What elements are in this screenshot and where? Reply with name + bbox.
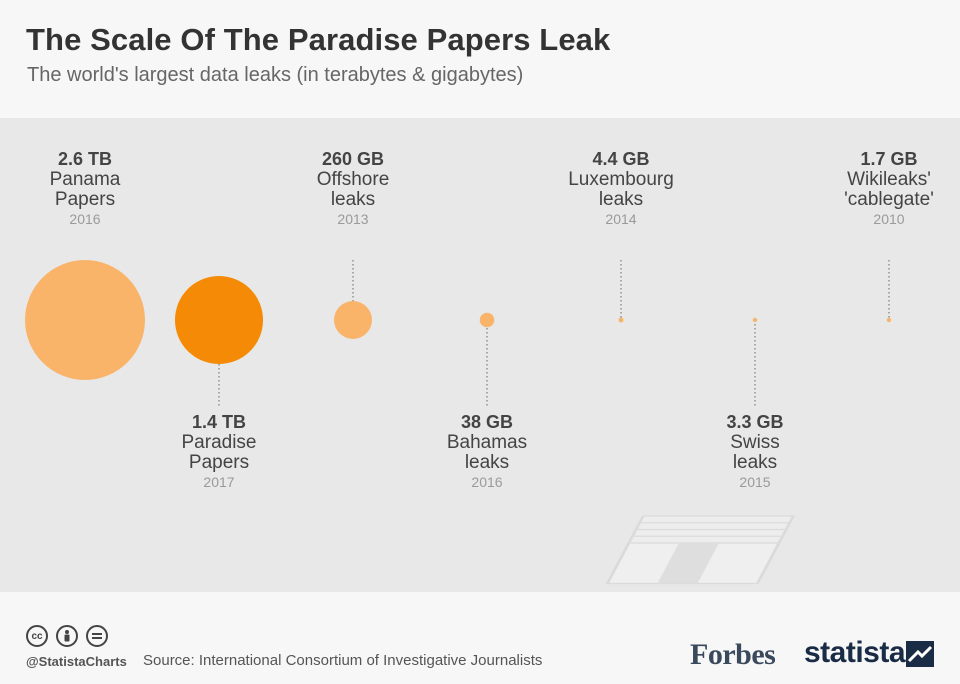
bubble-1[interactable] <box>174 275 264 365</box>
leak-name-label: Papers <box>189 452 249 473</box>
value-label: 3.3 GB <box>726 412 783 432</box>
header: The Scale Of The Paradise Papers Leak Th… <box>0 0 960 118</box>
bubble-2[interactable] <box>334 301 372 339</box>
leak-name-label: 'cablegate' <box>844 189 934 210</box>
no-derivatives-icon[interactable] <box>86 625 108 647</box>
money-stack-illustration: $ $ <box>605 515 796 585</box>
leak-name-label: Papers <box>55 189 115 210</box>
attribution-icon[interactable] <box>56 625 78 647</box>
year-label: 2017 <box>203 474 234 490</box>
leak-name-label: leaks <box>465 452 509 473</box>
leak-name-label: Paradise <box>182 432 257 453</box>
value-label: 4.4 GB <box>592 149 649 169</box>
value-label: 1.7 GB <box>860 149 917 169</box>
leak-name-label: leaks <box>331 189 375 210</box>
year-label: 2016 <box>69 211 100 227</box>
leak-name-label: Offshore <box>317 169 390 190</box>
bubble-4[interactable] <box>618 317 624 323</box>
leak-name-label: Bahamas <box>447 432 527 453</box>
bubble-0[interactable] <box>25 260 145 380</box>
chart-subtitle: The world's largest data leaks (in terab… <box>27 64 524 86</box>
value-label: 260 GB <box>322 149 384 169</box>
statista-logo[interactable]: statista <box>804 636 906 669</box>
value-label: 1.4 TB <box>192 412 246 432</box>
year-label: 2014 <box>605 211 636 227</box>
leak-name-label: Wikileaks' <box>847 169 931 190</box>
source-note: Source: International Consortium of Inve… <box>143 652 543 669</box>
value-label: 38 GB <box>461 412 513 432</box>
footer <box>0 592 960 684</box>
year-label: 2010 <box>873 211 904 227</box>
leak-name-label: Panama <box>50 169 121 190</box>
year-label: 2013 <box>337 211 368 227</box>
year-label: 2015 <box>739 474 770 490</box>
chart-title: The Scale Of The Paradise Papers Leak <box>26 22 611 57</box>
statista-handle[interactable]: @StatistaCharts <box>26 654 127 669</box>
bubble-6[interactable] <box>886 317 892 323</box>
statista-logo-icon <box>906 641 934 667</box>
license-icons: cc <box>26 625 108 647</box>
forbes-logo[interactable]: Forbes <box>690 638 776 671</box>
leak-name-label: Swiss <box>730 432 780 453</box>
bubble-3[interactable] <box>479 312 495 328</box>
leak-name-label: leaks <box>733 452 777 473</box>
leak-name-label: leaks <box>599 189 643 210</box>
year-label: 2016 <box>471 474 502 490</box>
cc-icon[interactable]: cc <box>26 625 48 647</box>
leak-name-label: Luxembourg <box>568 169 674 190</box>
bubble-5[interactable] <box>752 317 758 323</box>
value-label: 2.6 TB <box>58 149 112 169</box>
